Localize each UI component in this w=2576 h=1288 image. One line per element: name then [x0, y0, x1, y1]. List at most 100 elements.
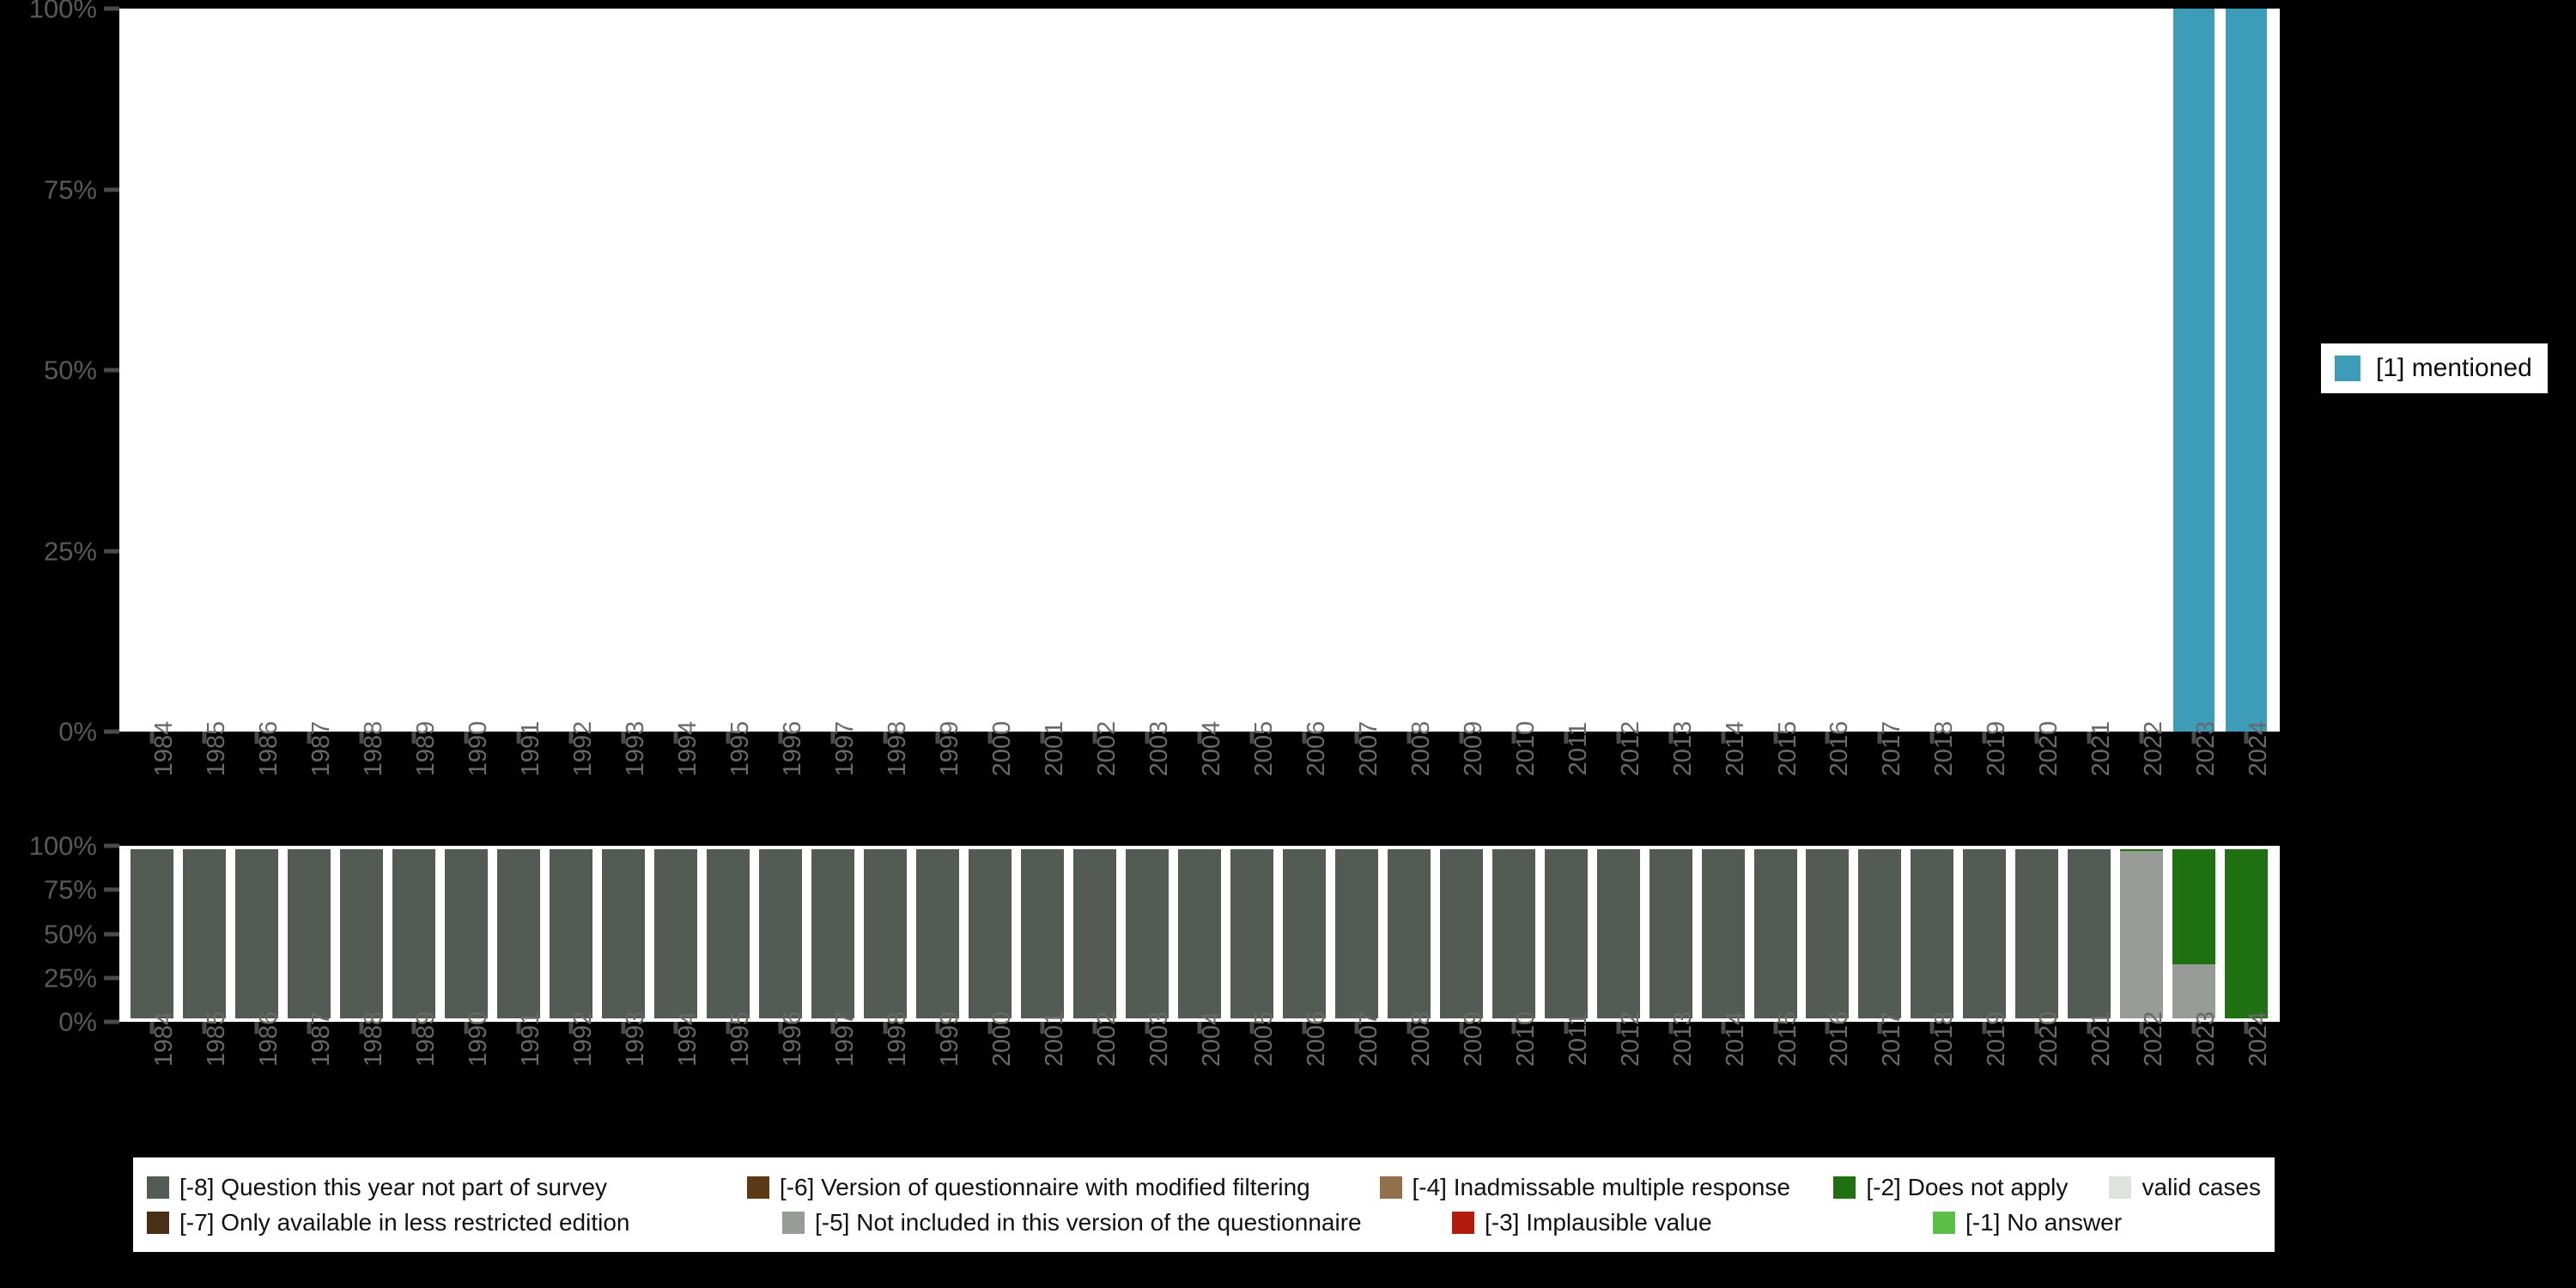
sub-x-cell: 1990: [440, 1012, 493, 1142]
sub-bar-slot: [1592, 849, 1644, 1018]
sub-x-tick-mark: [1564, 1022, 1569, 1034]
main-x-tick-mark: [2139, 732, 2144, 744]
main-x-cell: 2004: [1173, 721, 1225, 860]
main-bar-slot: [1382, 9, 1435, 732]
main-bar-slot: [231, 9, 283, 732]
sub-x-tick-mark: [1616, 1022, 1621, 1034]
legend-label--2: [-2] Does not apply: [1866, 1173, 2069, 1200]
sub-bar-segment: [235, 849, 279, 1018]
sub-bar-segment: [654, 849, 698, 1018]
main-x-tick-label: 2011: [1564, 721, 1592, 776]
legend-label--1: [-1] No answer: [1965, 1208, 2123, 1236]
sub-x-cell: 2006: [1278, 1012, 1330, 1142]
legend-label--4: [-4] Inadmissable multiple response: [1412, 1173, 1790, 1200]
sub-x-cell: 2016: [1801, 1012, 1854, 1142]
main-x-tick-label: 2023: [2192, 720, 2221, 777]
sub-x-tick-mark: [1406, 1022, 1412, 1034]
sub-bar-segment: [1492, 849, 1535, 1018]
sub-bar-stack: [2015, 849, 2059, 1018]
sub-x-tick-label: 2007: [1354, 1011, 1382, 1067]
legend-item--2: [-2] Does not apply: [1833, 1173, 2109, 1200]
sub-x-tick-label: 1987: [307, 1011, 336, 1067]
sub-bar-stack: [1963, 849, 2007, 1018]
sub-bar-segment: [1125, 849, 1169, 1018]
sub-x-tick-mark: [1982, 1022, 1987, 1034]
main-x-cell: 2010: [1487, 721, 1540, 860]
main-y-tick: 0%: [0, 719, 119, 745]
main-x-cell: 2009: [1435, 721, 1487, 860]
main-x-tick-mark: [254, 732, 259, 744]
main-bar-slot: [1278, 9, 1330, 732]
main-x-tick-label: 2012: [1616, 720, 1644, 777]
main-x-tick-label: 2001: [1040, 720, 1068, 777]
sub-bar-slot: [231, 849, 283, 1018]
main-x-tick-mark: [935, 732, 940, 744]
sub-bar-slot: [1749, 849, 1801, 1018]
sub-x-tick-mark: [2139, 1022, 2144, 1034]
main-y-tick-label: 100%: [28, 0, 97, 24]
main-x-tick-label: 2020: [2035, 720, 2063, 777]
main-x-tick-mark: [568, 732, 574, 744]
sub-x-tick-mark: [673, 1022, 678, 1034]
legend-label--7: [-7] Only available in less restricted e…: [179, 1208, 630, 1236]
sub-x-tick-label: 1996: [779, 1011, 807, 1067]
sub-bar-segment: [1177, 849, 1221, 1018]
main-y-axis: 0% 25% 50% 75% 100%: [0, 0, 119, 745]
sub-bar-segment: [2120, 850, 2164, 1018]
sub-bar-stack: [445, 849, 489, 1018]
main-x-tick-label: 2017: [1878, 720, 1906, 777]
main-x-tick-mark: [1511, 732, 1516, 744]
sub-x-cell: 1996: [755, 1012, 807, 1142]
main-x-tick-mark: [1929, 732, 1935, 744]
sub-x-cell: 2022: [2116, 1012, 2168, 1142]
sub-x-tick-mark: [2191, 1022, 2196, 1034]
sub-x-tick-mark: [1929, 1022, 1935, 1034]
legend-label-mentioned: [1] mentioned: [2376, 354, 2532, 382]
legend-swatch--1: [1933, 1211, 1955, 1234]
sub-bar-segment: [759, 849, 803, 1018]
main-y-tick-mark: [104, 6, 119, 11]
main-x-cell: 2018: [1906, 721, 1959, 860]
main-x-tick-label: 1992: [569, 720, 598, 777]
main-x-tick-label: 1986: [255, 720, 283, 777]
sub-bar-stack: [2120, 849, 2164, 1018]
main-bar-slot: [388, 9, 440, 732]
legend-swatch--2: [1833, 1176, 1856, 1199]
main-x-tick-label: 1984: [150, 720, 179, 777]
main-x-cell: 1991: [493, 721, 545, 860]
sub-x-tick-mark: [202, 1022, 207, 1034]
sub-bar-stack: [1492, 849, 1535, 1018]
sub-bar-slot: [388, 849, 440, 1018]
sub-bar-segment: [340, 849, 384, 1018]
sub-bar-slot: [1278, 849, 1330, 1018]
main-bar-slot: [1487, 9, 1540, 732]
sub-x-tick-label: 1993: [622, 1011, 650, 1067]
sub-x-tick-mark: [1877, 1022, 1882, 1034]
sub-x-tick-mark: [516, 1022, 521, 1034]
sub-y-tick-label: 75%: [43, 874, 97, 905]
main-bar-slot: [126, 9, 179, 732]
sub-bar-segment: [550, 849, 593, 1018]
main-x-tick-mark: [1302, 732, 1307, 744]
sub-x-tick-label: 1999: [936, 1011, 964, 1067]
sub-x-cell: 2008: [1382, 1012, 1435, 1142]
sub-x-tick-label: 1989: [412, 1011, 440, 1067]
main-y-tick: 25%: [0, 538, 119, 564]
sub-x-cell: 1985: [179, 1012, 231, 1142]
sub-x-cell: 1984: [126, 1012, 179, 1142]
sub-x-tick-mark: [830, 1022, 835, 1034]
sub-x-cell: 2003: [1121, 1012, 1173, 1142]
sub-x-cell: 1991: [493, 1012, 545, 1142]
main-bar-slot: [2116, 9, 2168, 732]
main-bar-slot: [1697, 9, 1749, 732]
main-bar-slot: [2063, 9, 2116, 732]
sub-bar-slot: [2063, 849, 2116, 1018]
main-x-cell: 2021: [2063, 721, 2116, 860]
sub-x-tick-label: 1991: [517, 1011, 545, 1067]
sub-x-tick-label: 1990: [465, 1011, 493, 1067]
sub-bar-slot: [1330, 849, 1382, 1018]
sub-bar-stack: [1753, 849, 1797, 1018]
sub-bar-slot: [2221, 849, 2273, 1018]
main-x-cell: 1990: [440, 721, 493, 860]
sub-bar-stack: [340, 849, 384, 1018]
